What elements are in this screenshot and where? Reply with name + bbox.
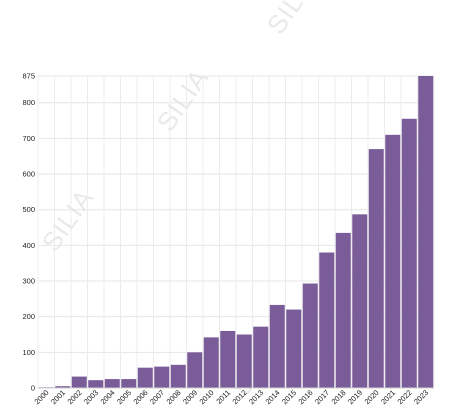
x-tick-label: 2008 <box>165 388 183 406</box>
y-tick-label: 500 <box>22 205 35 214</box>
bar-2006 <box>137 367 153 388</box>
x-tick-label: 2003 <box>82 388 100 406</box>
x-tick-label: 2022 <box>396 388 414 406</box>
bar-2014 <box>269 304 285 388</box>
bar-2016 <box>302 283 318 388</box>
bar-2021 <box>385 134 401 388</box>
y-tick-labels: 0 100 200 300 400 500 600 700 800 875 <box>22 72 35 393</box>
bar-2018 <box>335 232 351 388</box>
x-tick-label: 2011 <box>214 388 232 406</box>
x-tick-label: 2017 <box>313 388 331 406</box>
x-tick-label: 2014 <box>264 388 282 406</box>
bar-2023 <box>418 76 434 388</box>
x-tick-label: 2021 <box>379 388 397 406</box>
y-tick-label: 0 <box>31 384 35 393</box>
y-tick-label: 800 <box>22 98 35 107</box>
y-tick-label: 600 <box>22 170 35 179</box>
bar-2005 <box>121 379 137 388</box>
x-tick-label: 2020 <box>363 388 381 406</box>
x-tick-label: 2001 <box>49 388 67 406</box>
x-tick-label: 2015 <box>280 388 298 406</box>
bar-2019 <box>352 214 368 388</box>
bar-2022 <box>401 118 417 388</box>
y-tick-label: 200 <box>22 312 35 321</box>
y-tick-label: 875 <box>22 72 35 81</box>
x-tick-label: 2023 <box>412 388 430 406</box>
x-tick-label: 2005 <box>115 388 133 406</box>
watermark-text: SILIA <box>261 0 325 40</box>
bar-2011 <box>220 330 236 388</box>
bar-2013 <box>253 326 269 388</box>
x-tick-label: 2007 <box>148 388 166 406</box>
x-tick-label: 2019 <box>346 388 364 406</box>
y-tick-label: 400 <box>22 241 35 250</box>
bar-2012 <box>236 334 252 388</box>
y-tick-label: 300 <box>22 277 35 286</box>
bar-2002 <box>71 376 87 388</box>
bar-2017 <box>319 252 335 388</box>
bar-2010 <box>203 337 219 388</box>
bar-2004 <box>104 379 120 388</box>
x-tick-labels: 2000200120022003200420052006200720082009… <box>33 388 431 406</box>
x-tick-label: 2006 <box>132 388 150 406</box>
x-tick-label: 2010 <box>198 388 216 406</box>
x-tick-label: 2009 <box>181 388 199 406</box>
x-tick-label: 2002 <box>66 388 84 406</box>
chart-bars <box>38 76 434 388</box>
y-tick-label: 100 <box>22 348 35 357</box>
chart-grid <box>37 75 435 389</box>
y-tick-label: 700 <box>22 134 35 143</box>
bar-2001 <box>55 386 71 388</box>
x-tick-label: 2018 <box>330 388 348 406</box>
bar-2007 <box>154 366 170 388</box>
bar-2009 <box>187 352 203 388</box>
bar-2015 <box>286 309 302 388</box>
x-tick-label: 2016 <box>297 388 315 406</box>
bar-2020 <box>368 149 384 388</box>
x-tick-label: 2000 <box>33 388 51 406</box>
x-tick-label: 2004 <box>99 388 117 406</box>
bar-2003 <box>88 380 104 388</box>
watermark-text: SILIA <box>151 63 215 136</box>
bar-2008 <box>170 364 186 388</box>
